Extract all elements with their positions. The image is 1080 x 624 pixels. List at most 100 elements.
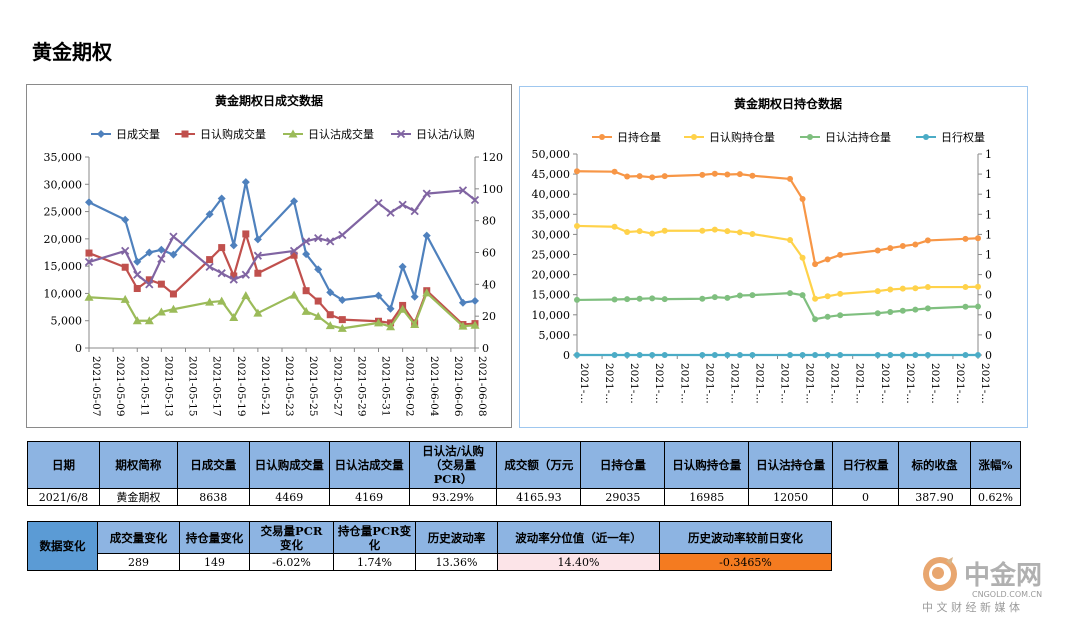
x-tick-label: 2021-… — [904, 363, 916, 404]
x-tick-label: 2021-05-09 — [114, 356, 126, 417]
data-point — [887, 308, 894, 315]
data-point — [724, 228, 731, 235]
data-point — [736, 352, 743, 358]
x-tick-label: 2021-05-21 — [259, 356, 271, 417]
data-point — [912, 241, 919, 248]
table-header-cell: 日认沽/认购 （交易量 PCR） — [408, 441, 498, 489]
data-point — [807, 134, 813, 140]
data-point — [313, 311, 323, 320]
table-cell: 0.62% — [969, 488, 1022, 506]
data-point — [711, 170, 718, 177]
y-tick-label: 10,000 — [44, 287, 83, 300]
data-point — [133, 257, 142, 266]
x-tick-label: 2021-05-19 — [235, 356, 247, 417]
y-tick-label: 20,000 — [532, 269, 571, 282]
data-point — [636, 228, 643, 235]
y2-tick-label: 0 — [985, 329, 992, 342]
data-point — [611, 223, 618, 230]
y-tick-label: 35,000 — [532, 208, 571, 221]
table-header-cell: 成交额（万元 — [496, 441, 582, 489]
table-header-cell: 日认购持仓量 — [664, 441, 750, 489]
y-tick-label: 30,000 — [44, 178, 83, 191]
data-point — [326, 311, 334, 319]
data-point — [611, 296, 618, 303]
data-point — [787, 290, 794, 297]
data-point — [574, 222, 580, 229]
data-point — [398, 304, 408, 313]
data-point — [912, 285, 919, 292]
page-title: 黄金期权 — [32, 40, 112, 64]
data-point — [736, 229, 743, 236]
chart-title: 黄金期权日持仓数据 — [734, 96, 842, 111]
x-tick-label: 2021-06-08 — [476, 356, 488, 417]
data-point — [121, 263, 129, 271]
data-point — [398, 200, 407, 209]
data-point — [649, 295, 656, 302]
table-cell: 12050 — [748, 488, 834, 506]
data-point — [314, 265, 323, 274]
data-point — [837, 290, 844, 297]
y-tick-label: 0 — [563, 349, 570, 362]
x-tick-label: 2021-… — [578, 363, 590, 404]
data-point — [899, 285, 906, 292]
data-point — [724, 171, 731, 178]
data-point — [253, 235, 262, 244]
data-point — [396, 129, 406, 139]
data-point — [787, 237, 794, 244]
data-point — [824, 256, 831, 263]
data-point — [749, 292, 756, 299]
data-point — [661, 173, 668, 180]
table-row: 289 149 -6.02% 1.74% 13.36% 14.40% -0.3465% — [28, 553, 832, 571]
data-point — [912, 352, 919, 358]
legend-label: 日认沽成交量 — [308, 127, 374, 141]
data-point — [157, 254, 166, 264]
data-point — [374, 318, 383, 327]
y-tick-label: 35,000 — [44, 151, 83, 164]
data-point — [711, 226, 718, 233]
data-point — [924, 305, 931, 312]
data-point — [924, 237, 931, 244]
x-tick-label: 2021-05-07 — [90, 356, 102, 417]
y-tick-label: 50,000 — [532, 148, 571, 161]
data-point — [169, 290, 177, 298]
data-point — [325, 321, 335, 330]
table-header-cell: 日成交量 — [176, 441, 250, 489]
table-cell: 2021/6/8 — [27, 488, 100, 506]
data-point — [661, 227, 668, 234]
y2-tick-label: 1 — [985, 168, 992, 181]
data-point — [217, 269, 226, 278]
data-point — [924, 352, 931, 358]
table-header-cell: 日认沽持仓量 — [748, 441, 834, 489]
y2-tick-label: 1 — [985, 228, 992, 241]
data-point — [962, 303, 969, 310]
data-point — [458, 186, 468, 195]
x-tick-label: 2021-05-11 — [138, 356, 150, 417]
data-point — [301, 306, 311, 315]
table-header-cell: 历史波动率 — [415, 521, 498, 554]
daily-open-interest-chart: 黄金期权日持仓数据 日持仓量 日认购持仓量 日认沽持仓量 日行权量 0 5,000 10,00… — [519, 86, 1028, 428]
data-point — [181, 130, 189, 138]
data-point — [120, 294, 130, 303]
data-point — [812, 295, 819, 302]
data-point — [314, 297, 322, 305]
table-cell: 1.74% — [333, 553, 416, 571]
y-tick-label: 15,000 — [532, 289, 571, 302]
data-point — [205, 262, 214, 271]
x-tick-label: 2021-05-31 — [380, 356, 392, 417]
table-header-cell: 期权简称 — [98, 441, 178, 489]
data-change-row-header: 数据变化 — [27, 521, 98, 571]
x-tick-label: 2021-… — [954, 363, 966, 404]
data-point — [787, 352, 794, 358]
data-point — [374, 291, 383, 300]
data-point — [624, 173, 631, 180]
data-point — [398, 262, 407, 271]
data-point — [962, 284, 969, 291]
legend-label: 日认沽/认购 — [416, 127, 475, 141]
table-cell: 0 — [832, 488, 899, 506]
y-tick-label: 5,000 — [539, 329, 571, 342]
x-tick-label: 2021-06-04 — [428, 356, 440, 417]
y2-tick-label: 0 — [985, 269, 992, 282]
data-point — [799, 352, 806, 358]
legend-label: 日成交量 — [116, 127, 160, 141]
legend-label: 日持仓量 — [617, 130, 661, 144]
